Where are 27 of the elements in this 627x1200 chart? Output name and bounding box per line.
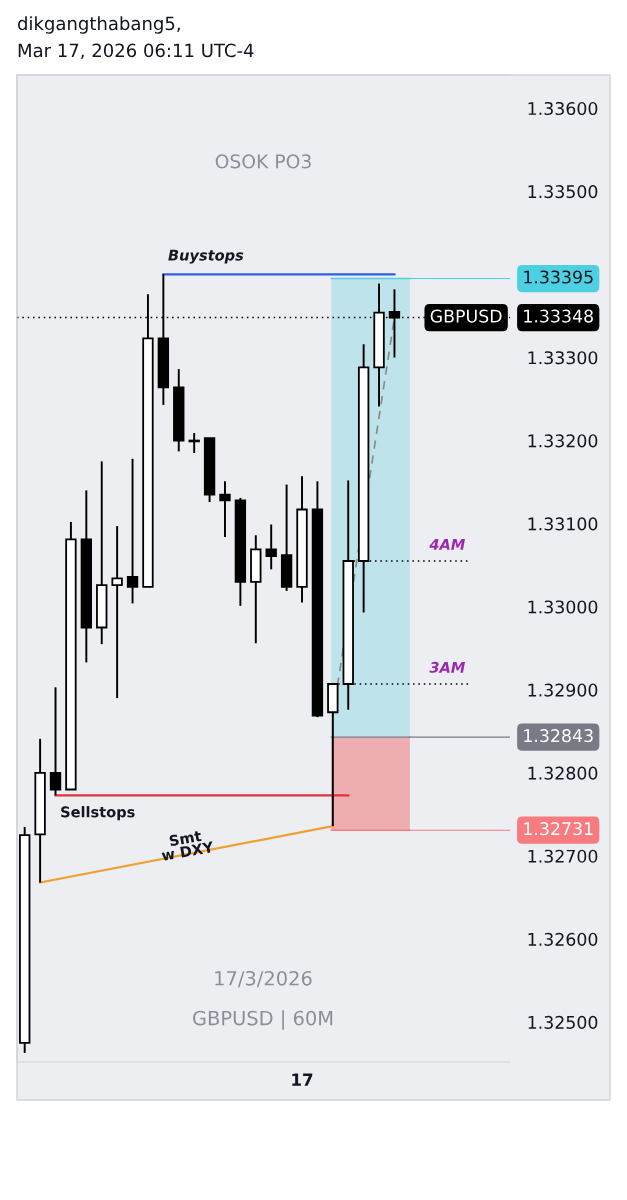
y-tick-label: 1.33100 [528, 517, 598, 531]
text: dikgangthabang5, [18, 16, 180, 34]
series-label: Buystops [168, 249, 244, 264]
x-tick-label: 17 [292, 1073, 313, 1086]
ref-line-label: GBPUSD [430, 309, 502, 323]
y-tick-label: 1.33300 [528, 351, 598, 365]
text: Smt w DXY [161, 830, 215, 861]
ref-line-label: 3AM [429, 661, 466, 673]
annotation: GBPUSD | 60M [193, 1010, 333, 1030]
y-tick-label: 1.33000 [528, 600, 598, 614]
text: Mar 17, 2026 06:11 UTC-4 [18, 43, 254, 60]
y-tick-label: 1.32700 [528, 849, 598, 863]
series-label: Sellstops [61, 806, 135, 821]
ref-line-label: 1.32843 [524, 729, 593, 743]
y-tick-label: 1.33600 [528, 101, 598, 116]
ref-line-label: 4AM [429, 539, 466, 550]
text: 1.33348 [524, 309, 593, 323]
y-tick-label: 1.33500 [528, 185, 598, 199]
y-tick-label: 1.32800 [528, 766, 598, 780]
ref-line-label: 1.33395 [524, 270, 593, 284]
annotation: 17/3/2026 [215, 970, 312, 988]
ref-line-label: 1.32731 [524, 822, 593, 836]
y-tick-label: 1.33200 [528, 434, 598, 448]
y-tick-label: 1.32600 [528, 932, 598, 946]
y-tick-label: 1.32900 [528, 683, 598, 697]
text: OSOK PO3 [215, 154, 311, 169]
y-tick-label: 1.32500 [528, 1015, 598, 1029]
